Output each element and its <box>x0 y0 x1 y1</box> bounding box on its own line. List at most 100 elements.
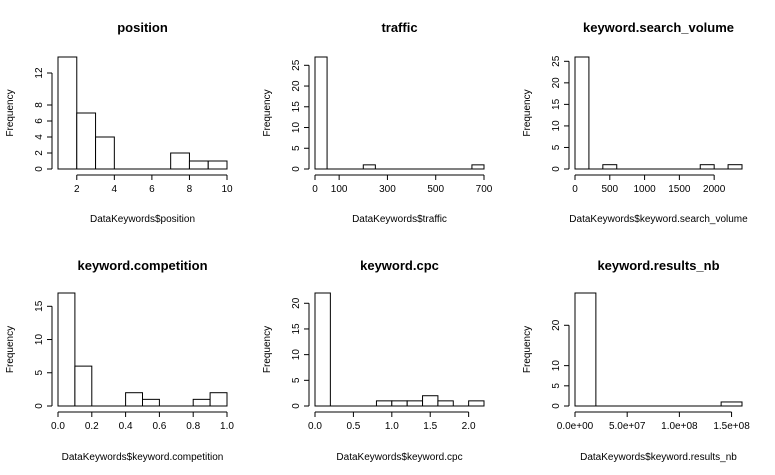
x-tick-label: 4 <box>112 184 118 195</box>
y-tick-label: 0 <box>291 403 302 409</box>
y-tick-label: 5 <box>291 377 302 383</box>
y-axis-label: Frequency <box>262 326 273 373</box>
histogram-bar <box>471 164 485 170</box>
histogram-bar <box>574 292 597 407</box>
histogram-bar <box>574 56 590 170</box>
histogram-traffic: traffic 0 100 300 500 700 0 5 10 15 20 25 DataKeywor… <box>262 20 493 225</box>
y-tick-label: 2 <box>34 150 45 156</box>
y-tick-label: 6 <box>34 118 45 124</box>
x-tick-label: 2.0 <box>462 421 476 432</box>
y-tick-label: 15 <box>291 323 302 335</box>
histogram-bar <box>437 400 454 407</box>
x-axis-label: DataKeywords$keyword.search_volume <box>569 214 748 225</box>
x-tick-label: 0.6 <box>152 421 166 432</box>
x-tick-label: 1.0 <box>220 421 234 432</box>
y-axis-label: Frequency <box>262 89 273 136</box>
histogram-bar <box>391 400 408 407</box>
x-tick-label: 0.4 <box>119 421 133 432</box>
x-axis-label: DataKeywords$keyword.cpc <box>336 452 462 463</box>
y-tick-label: 20 <box>551 319 562 331</box>
histogram-keyword-cpc: keyword.cpc 0.0 0.5 1.0 1.5 2.0 0 5 10 15 20 DataKe… <box>262 258 485 463</box>
histogram-bar <box>76 112 97 170</box>
x-tick-label: 100 <box>331 184 348 195</box>
y-tick-label: 10 <box>291 349 302 361</box>
y-tick-label: 20 <box>291 80 302 92</box>
chart-title: keyword.search_volume <box>583 20 734 35</box>
histogram-bar <box>727 164 743 170</box>
x-tick-label: 2 <box>74 184 80 195</box>
x-axis-label: DataKeywords$traffic <box>352 214 447 225</box>
x-tick-label: 1.0 <box>385 421 399 432</box>
histogram-bar <box>170 152 190 170</box>
x-tick-label: 0.5 <box>346 421 360 432</box>
y-tick-label: 10 <box>551 360 562 372</box>
y-tick-label: 5 <box>291 145 302 151</box>
x-tick-label: 0 <box>312 184 318 195</box>
histogram-bar <box>142 398 160 407</box>
histogram-bar <box>57 292 76 407</box>
x-tick-label: 8 <box>187 184 193 195</box>
x-tick-label: 500 <box>601 184 618 195</box>
y-tick-label: 5 <box>34 370 45 376</box>
x-tick-label: 0 <box>572 184 578 195</box>
y-tick-label: 5 <box>551 383 562 389</box>
x-tick-label: 0.2 <box>85 421 99 432</box>
histogram-keyword-competition: keyword.competition 0.0 0.2 0.4 0.6 0.8 1.0 0 5 1… <box>5 258 234 463</box>
x-tick-label: 700 <box>476 184 493 195</box>
y-tick-label: 25 <box>291 59 302 71</box>
x-tick-label: 1.0e+08 <box>661 421 698 432</box>
histogram-bar <box>375 400 393 407</box>
chart-title: keyword.results_nb <box>597 258 719 273</box>
y-tick-label: 5 <box>551 144 562 150</box>
x-tick-label: 6 <box>149 184 155 195</box>
x-axis-label: DataKeywords$keyword.competition <box>62 452 224 463</box>
x-tick-label: 1000 <box>633 184 656 195</box>
histogram-bar <box>314 292 331 407</box>
y-axis-label: Frequency <box>522 326 533 373</box>
y-tick-label: 15 <box>34 300 45 312</box>
x-tick-label: 2000 <box>703 184 726 195</box>
histogram-keyword-search-volume: keyword.search_volume 0 500 1000 1500 2000 0 5 1… <box>522 20 748 225</box>
y-tick-label: 12 <box>34 67 45 79</box>
histogram-bar <box>362 164 376 170</box>
histogram-position: position 2 4 6 8 10 0 2 4 6 8 12 DataKeywords$positi… <box>5 20 233 225</box>
histogram-bar <box>699 164 715 170</box>
x-axis-label: DataKeywords$position <box>90 214 195 225</box>
histogram-bar <box>207 160 228 170</box>
y-tick-label: 0 <box>34 166 45 172</box>
y-tick-label: 0 <box>34 403 45 409</box>
y-tick-label: 15 <box>551 98 562 110</box>
y-tick-label: 8 <box>34 102 45 108</box>
y-tick-label: 10 <box>551 120 562 132</box>
y-axis-label: Frequency <box>5 326 16 373</box>
x-tick-label: 5.0e+07 <box>609 421 646 432</box>
histogram-bar <box>57 56 78 170</box>
chart-title: keyword.cpc <box>360 258 439 273</box>
x-tick-label: 0.0 <box>308 421 322 432</box>
y-tick-label: 10 <box>291 122 302 134</box>
histogram-bar <box>74 365 93 407</box>
y-tick-label: 0 <box>551 166 562 172</box>
histogram-bar <box>209 392 228 407</box>
x-tick-label: 0.8 <box>186 421 200 432</box>
x-tick-label: 0.0 <box>51 421 65 432</box>
y-tick-label: 20 <box>291 297 302 309</box>
y-tick-label: 15 <box>291 101 302 113</box>
histogram-bar <box>406 400 424 407</box>
y-axis-label: Frequency <box>5 89 16 136</box>
y-tick-label: 0 <box>551 403 562 409</box>
histogram-keyword-results-nb: keyword.results_nb 0.0e+00 5.0e+07 1.0e+08 1… <box>522 258 750 463</box>
histogram-bar <box>192 398 211 407</box>
histogram-bar <box>95 136 115 170</box>
chart-title: position <box>117 20 168 35</box>
histogram-bar <box>720 401 743 407</box>
histogram-bar <box>188 160 209 170</box>
x-tick-label: 0.0e+00 <box>557 421 594 432</box>
x-tick-label: 1.5e+08 <box>713 421 750 432</box>
x-tick-label: 1500 <box>668 184 691 195</box>
chart-title: keyword.competition <box>77 258 207 273</box>
y-tick-label: 20 <box>551 77 562 89</box>
x-tick-label: 1.5 <box>423 421 437 432</box>
y-tick-label: 0 <box>291 166 302 172</box>
